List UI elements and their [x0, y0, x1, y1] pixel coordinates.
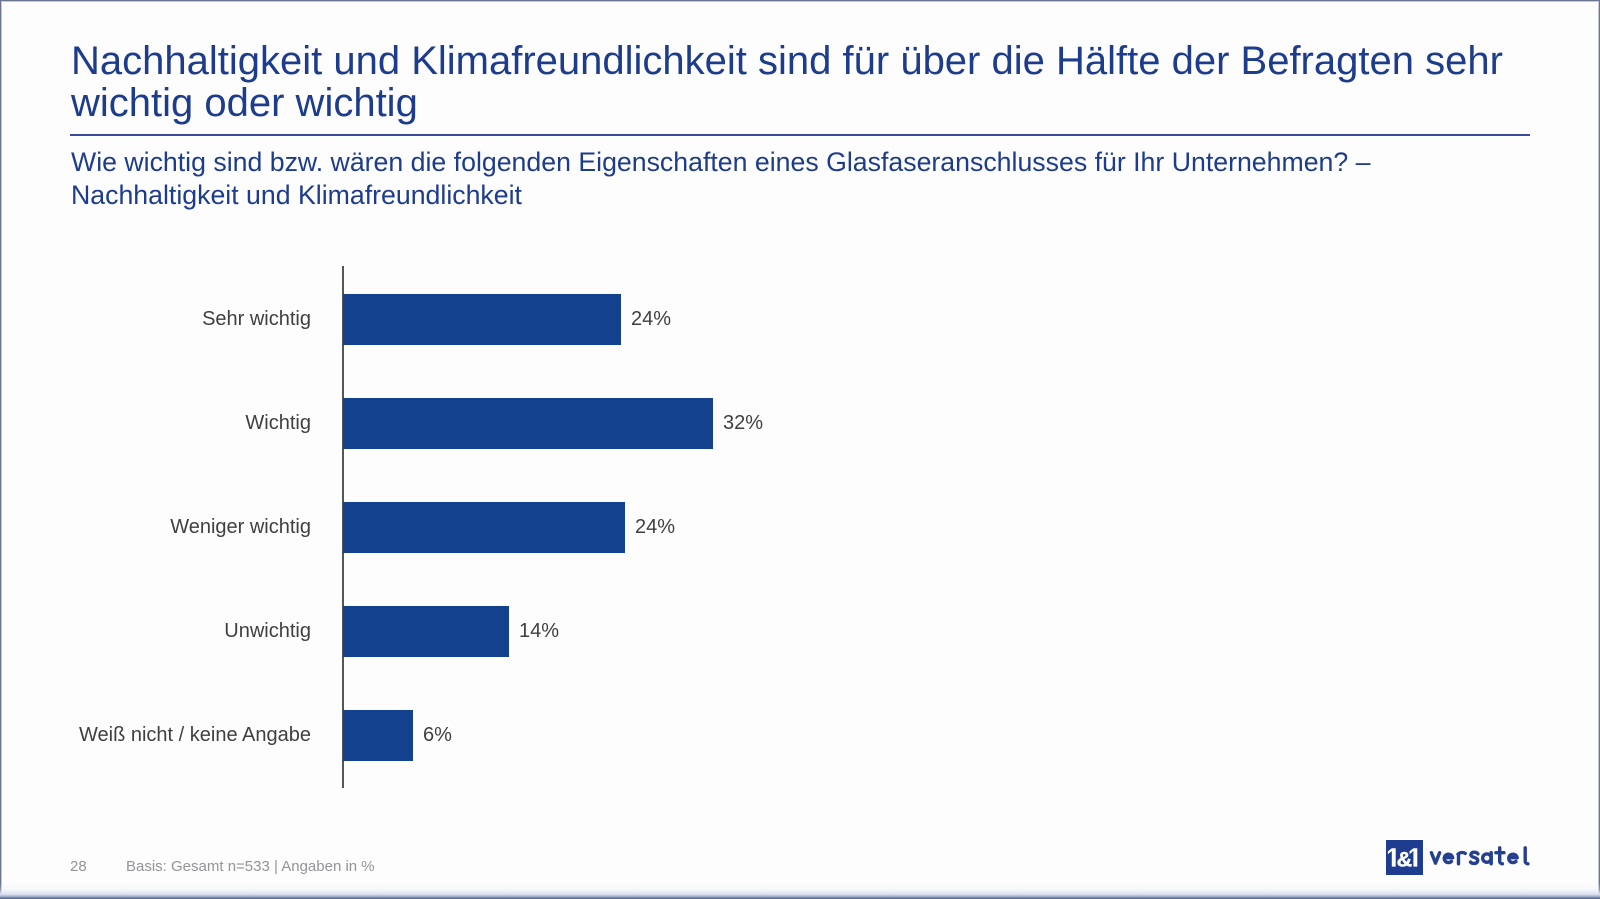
- svg-text:&: &: [1397, 848, 1413, 872]
